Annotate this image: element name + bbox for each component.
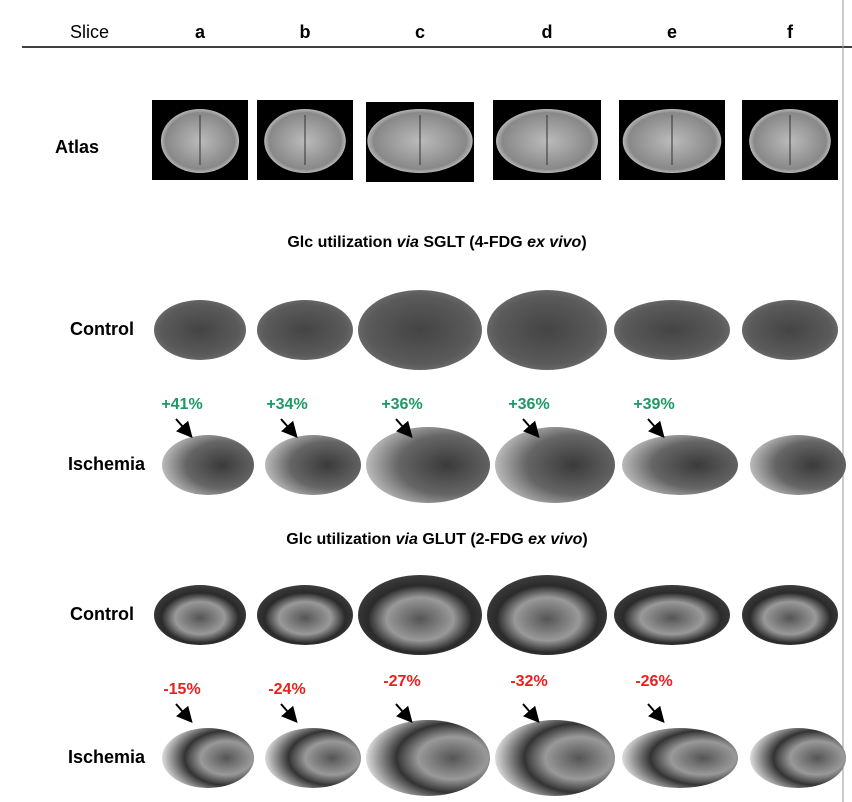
brain-image [366,427,490,503]
arrow [522,418,540,439]
title-part: GLUT (2-FDG [418,531,528,548]
brain-image [358,575,482,655]
brain-image [622,435,738,495]
brain-image [358,290,482,370]
brain-image [265,728,361,788]
arrow [175,418,193,439]
brain-image [154,585,246,645]
arrow [395,418,413,439]
brain-image [487,290,607,370]
title-part: ) [582,531,587,548]
arrow [395,703,413,724]
change-label: +36% [381,396,422,413]
brain-image [495,427,615,503]
row-label: Ischemia [68,747,146,767]
brain-image [614,300,730,360]
title-part: via [397,234,419,251]
arrow [522,703,540,724]
title-part: ) [581,234,586,251]
column-label: c [415,22,425,42]
arrow [280,703,298,724]
brain-image [614,585,730,645]
title-part: ex vivo [527,234,581,251]
brain-image [265,435,361,495]
section-title: Glc utilization via GLUT (2-FDG ex vivo) [286,531,587,548]
brain-image [495,720,615,796]
change-label: -26% [635,673,672,690]
column-label: f [787,22,794,42]
change-label: -15% [163,681,200,698]
change-label: +41% [161,396,202,413]
change-label: +36% [508,396,549,413]
row-label: Control [70,604,134,624]
brain-image [162,728,254,788]
brain-image [366,720,490,796]
title-part: via [396,531,418,548]
header-label: Slice [70,22,109,42]
change-label: +34% [266,396,307,413]
arrow [280,418,298,439]
change-label: -32% [510,673,547,690]
brain-image [622,728,738,788]
row-label: Control [70,319,134,339]
row-label: Ischemia [68,454,146,474]
title-part: Glc utilization [286,531,395,548]
arrow [647,703,665,724]
brain-image [750,728,846,788]
brain-image [154,300,246,360]
title-part: SGLT (4-FDG [419,234,527,251]
column-label: b [300,22,311,42]
column-label: a [195,22,206,42]
brain-image [487,575,607,655]
row-label: Atlas [55,137,99,157]
change-label: -24% [268,681,305,698]
change-label: -27% [383,673,420,690]
brain-image [742,300,838,360]
title-part: ex vivo [528,531,582,548]
brain-image [742,585,838,645]
column-label: d [542,22,553,42]
brain-image [257,585,353,645]
brain-image [750,435,846,495]
brain-image [162,435,254,495]
arrow [175,703,193,724]
brain-image [257,300,353,360]
arrow [647,418,665,439]
column-label: e [667,22,677,42]
section-title: Glc utilization via SGLT (4-FDG ex vivo) [287,234,586,251]
change-label: +39% [633,396,674,413]
title-part: Glc utilization [287,234,396,251]
